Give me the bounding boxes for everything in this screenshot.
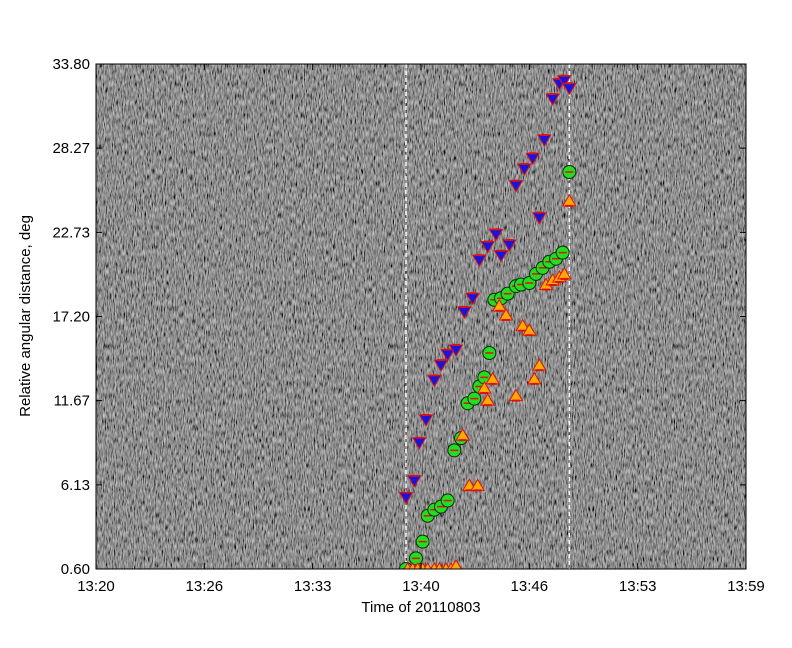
y-axis-ticks: 0.60 6.13 11.67 17.20 22.73 28.27 33.80 xyxy=(52,56,746,578)
x-tick-label: 13:53 xyxy=(619,578,657,595)
data-markers xyxy=(398,74,577,569)
x-axis-label: Time of 20110803 xyxy=(361,599,480,616)
up-triangle-marker xyxy=(450,558,462,569)
y-tick-label: 6.13 xyxy=(61,477,90,494)
x-tick-label: 13:46 xyxy=(511,578,549,595)
plot-background xyxy=(96,64,746,569)
y-tick-label: 33.80 xyxy=(52,56,90,73)
vertical-marker-lines xyxy=(405,64,571,569)
y-tick-label: 22.73 xyxy=(52,224,90,241)
x-tick-label: 13:40 xyxy=(402,578,440,595)
x-axis-ticks: 13:20 13:26 13:33 13:40 13:46 13:53 13:59 xyxy=(77,64,765,595)
x-tick-label: 13:59 xyxy=(727,578,765,595)
y-tick-label: 17.20 xyxy=(52,309,90,326)
x-tick-label: 13:26 xyxy=(186,578,224,595)
y-axis-label: Relative angular distance, deg xyxy=(17,215,34,417)
y-tick-label: 28.27 xyxy=(52,140,90,157)
y-tick-label: 11.67 xyxy=(54,393,90,410)
x-tick-label: 13:33 xyxy=(294,578,332,595)
x-tick-label: 13:20 xyxy=(77,578,115,595)
y-tick-label: 0.60 xyxy=(61,561,90,578)
